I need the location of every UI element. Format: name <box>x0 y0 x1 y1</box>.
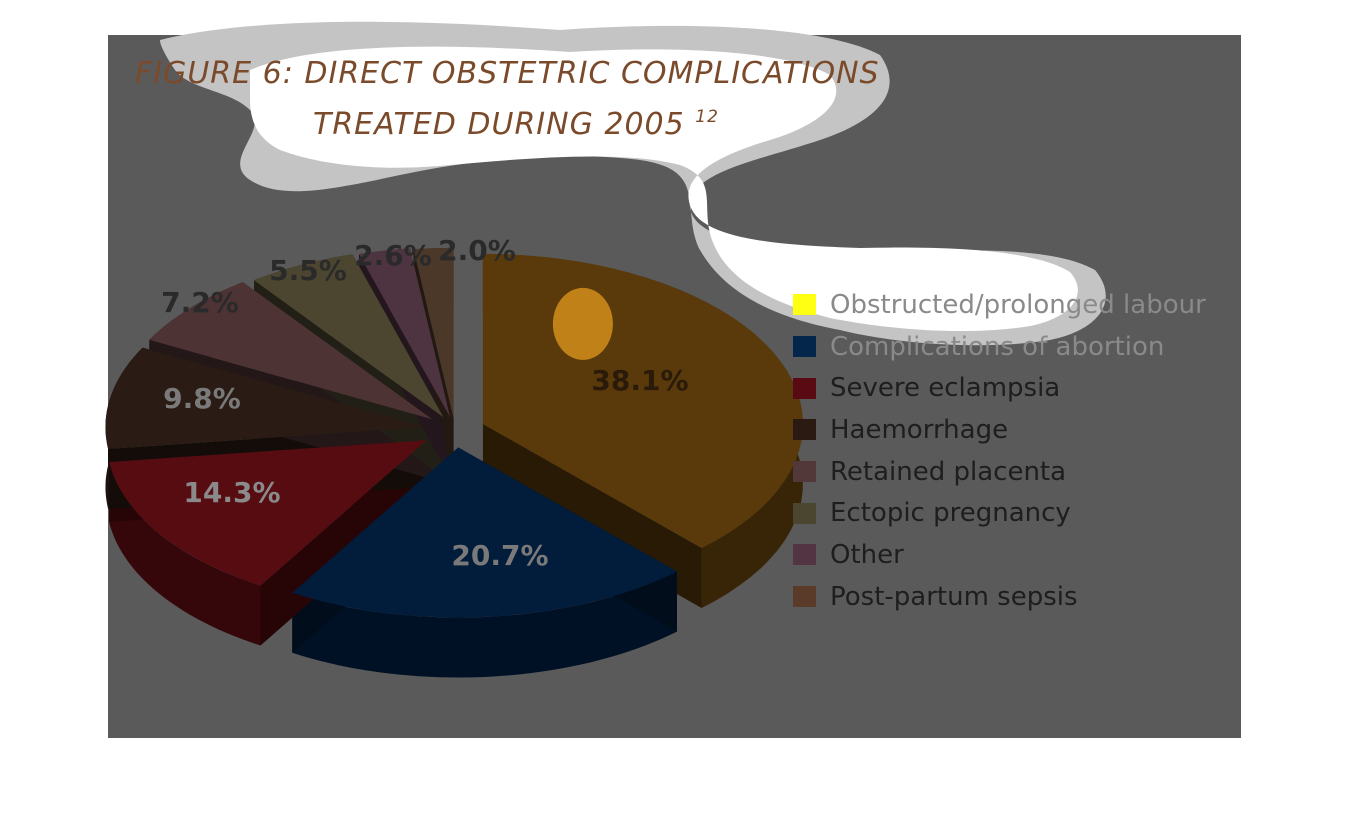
legend-label: Obstructed/prolonged labour <box>830 289 1206 320</box>
legend-label: Post-partum sepsis <box>830 581 1078 612</box>
legend-label: Ectopic pregnancy <box>830 498 1071 529</box>
slice-wall-1 <box>292 571 677 678</box>
legend-item: Retained placenta <box>793 451 1206 493</box>
data-label-3: 9.8% <box>163 382 241 415</box>
data-label-5: 5.5% <box>269 254 347 287</box>
pie-labels: 38.1% 20.7% 14.3% 9.8% 7.2% 5.5% 2.6% 2.0% <box>161 234 688 572</box>
pie-slice-severe-eclampsia <box>109 440 427 586</box>
slice-highlight <box>552 287 613 360</box>
legend-label: Other <box>830 539 904 570</box>
pie-slice-post-partum-sepsis <box>413 247 454 418</box>
pie-slice-ectopic-pregnancy <box>254 254 444 418</box>
data-label-7: 2.0% <box>438 234 516 267</box>
data-label-1: 20.7% <box>451 539 548 572</box>
title-superscript: 12 <box>695 107 719 127</box>
pie-slice-haemorrhage <box>105 347 426 449</box>
chart-title-line2-text: TREATED DURING 2005 <box>313 107 685 142</box>
chart-title-line1: FIGURE 6: DIRECT OBSTETRIC COMPLICATIONS <box>135 56 880 91</box>
slice-wall-2 <box>109 462 261 646</box>
legend-item: Complications of abortion <box>793 326 1206 368</box>
legend-item: Severe eclampsia <box>793 367 1206 409</box>
legend-label: Haemorrhage <box>830 414 1009 445</box>
legend-label: Severe eclampsia <box>830 373 1061 404</box>
chart-title-line2: TREATED DURING 2005 12 <box>313 107 719 142</box>
legend-swatch <box>793 294 816 316</box>
cloud-decoration <box>160 21 1106 346</box>
data-label-0: 38.1% <box>591 364 688 397</box>
legend-swatch <box>793 586 816 608</box>
chart-legend: Obstructed/prolonged labour Complications… <box>793 284 1206 618</box>
legend-item: Obstructed/prolonged labour <box>793 284 1206 326</box>
legend-label: Complications of abortion <box>830 331 1165 362</box>
legend-swatch <box>793 377 816 399</box>
legend-item: Haemorrhage <box>793 409 1206 451</box>
legend-item: Post-partum sepsis <box>793 576 1206 618</box>
legend-label: Retained placenta <box>830 456 1067 487</box>
legend-swatch <box>793 502 816 524</box>
data-label-6: 2.6% <box>354 239 432 272</box>
legend-swatch <box>793 461 816 483</box>
legend-swatch <box>793 544 816 566</box>
pie-slice-retained-placenta <box>149 282 433 420</box>
legend-item: Other <box>793 534 1206 576</box>
data-label-2: 14.3% <box>183 476 280 509</box>
pie-slice-complications-of-abortion <box>292 447 677 618</box>
legend-swatch <box>793 336 816 358</box>
pie-top <box>105 247 803 618</box>
legend-swatch <box>793 419 816 441</box>
data-label-4: 7.2% <box>161 286 239 319</box>
legend-item: Ectopic pregnancy <box>793 492 1206 534</box>
pie-slice-other <box>359 248 451 418</box>
